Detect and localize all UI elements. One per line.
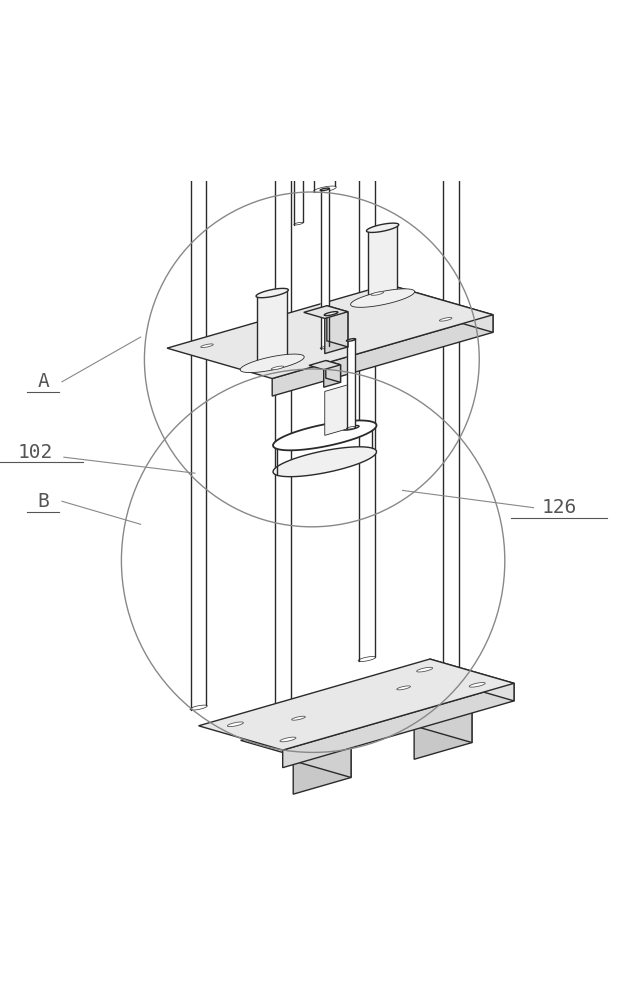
- Polygon shape: [280, 737, 296, 742]
- Polygon shape: [327, 306, 348, 347]
- Polygon shape: [417, 667, 433, 672]
- Text: B: B: [38, 492, 49, 511]
- Polygon shape: [414, 704, 472, 759]
- Polygon shape: [272, 0, 493, 27]
- Polygon shape: [309, 361, 341, 370]
- Polygon shape: [443, 0, 459, 686]
- Polygon shape: [362, 689, 472, 721]
- Polygon shape: [347, 339, 355, 429]
- Polygon shape: [190, 0, 206, 710]
- Polygon shape: [346, 426, 356, 429]
- Polygon shape: [371, 292, 383, 295]
- Text: A: A: [38, 372, 49, 391]
- Polygon shape: [289, 133, 307, 138]
- Polygon shape: [314, 0, 335, 192]
- Polygon shape: [397, 686, 410, 690]
- Polygon shape: [324, 312, 338, 316]
- Polygon shape: [241, 724, 351, 756]
- Polygon shape: [430, 659, 514, 701]
- Text: 126: 126: [541, 498, 577, 517]
- Polygon shape: [320, 188, 329, 191]
- Polygon shape: [240, 0, 304, 4]
- Polygon shape: [256, 288, 288, 298]
- Polygon shape: [419, 689, 472, 743]
- Polygon shape: [343, 425, 359, 430]
- Polygon shape: [469, 683, 485, 687]
- Polygon shape: [167, 284, 493, 379]
- Polygon shape: [325, 312, 348, 354]
- Polygon shape: [313, 186, 336, 193]
- Polygon shape: [240, 354, 304, 373]
- Polygon shape: [273, 447, 376, 477]
- Polygon shape: [201, 344, 213, 348]
- Polygon shape: [388, 284, 493, 332]
- Polygon shape: [295, 0, 303, 225]
- Polygon shape: [258, 289, 287, 368]
- Polygon shape: [273, 420, 376, 450]
- Polygon shape: [199, 659, 514, 750]
- Polygon shape: [358, 657, 376, 662]
- Polygon shape: [272, 315, 493, 396]
- Polygon shape: [291, 716, 305, 720]
- Polygon shape: [304, 306, 348, 318]
- Polygon shape: [282, 683, 514, 768]
- Polygon shape: [190, 705, 207, 710]
- Polygon shape: [227, 722, 243, 727]
- Polygon shape: [294, 222, 303, 225]
- Polygon shape: [293, 739, 351, 794]
- Text: 102: 102: [17, 443, 53, 462]
- Polygon shape: [442, 681, 459, 686]
- Polygon shape: [440, 318, 452, 321]
- Polygon shape: [320, 346, 329, 349]
- Polygon shape: [256, 359, 288, 368]
- Polygon shape: [271, 366, 284, 370]
- Polygon shape: [275, 0, 291, 734]
- Polygon shape: [167, 0, 493, 9]
- Polygon shape: [321, 188, 329, 349]
- Polygon shape: [346, 339, 356, 341]
- Polygon shape: [325, 384, 351, 435]
- Polygon shape: [359, 0, 374, 661]
- Polygon shape: [324, 365, 341, 387]
- Polygon shape: [366, 293, 399, 303]
- Polygon shape: [351, 289, 415, 307]
- Polygon shape: [274, 729, 291, 734]
- Polygon shape: [368, 224, 397, 302]
- Polygon shape: [366, 223, 399, 232]
- Polygon shape: [298, 724, 351, 777]
- Polygon shape: [326, 361, 341, 382]
